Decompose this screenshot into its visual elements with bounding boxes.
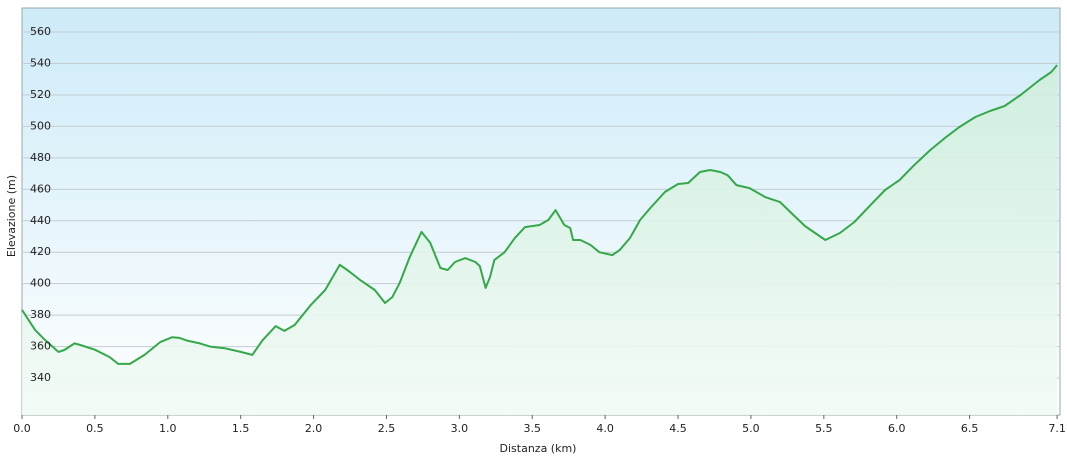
x-axis-label: Distanza (km) bbox=[500, 442, 577, 455]
y-tick-label: 380 bbox=[30, 308, 51, 321]
elevation-area bbox=[22, 65, 1058, 415]
y-tick-label: 460 bbox=[30, 182, 51, 195]
y-tick-label: 360 bbox=[30, 340, 51, 353]
x-tick-label: 2.0 bbox=[305, 422, 323, 435]
x-tick-label: 3.0 bbox=[451, 422, 469, 435]
x-tick-label: 2.5 bbox=[378, 422, 396, 435]
x-tick-label: 6.0 bbox=[888, 422, 906, 435]
elevation-line bbox=[21, 64, 1058, 365]
x-tick-label: 4.5 bbox=[669, 422, 687, 435]
y-axis-label: Elevazione (m) bbox=[5, 175, 18, 257]
x-tick-label: 0.0 bbox=[13, 422, 31, 435]
x-tick-label: 7.1 bbox=[1048, 422, 1066, 435]
x-tick-label: 5.0 bbox=[742, 422, 760, 435]
y-tick-label: 400 bbox=[30, 277, 51, 290]
x-tick-label: 1.5 bbox=[232, 422, 250, 435]
y-tick-label: 340 bbox=[30, 371, 51, 384]
y-tick-label: 540 bbox=[30, 57, 51, 70]
x-tick-label: 4.0 bbox=[596, 422, 614, 435]
labels: 340 360 380 400 420 440 460 480 500 520 540 560 0.0 0… bbox=[13, 25, 1066, 435]
marks bbox=[21, 64, 1058, 415]
x-tick-label: 6.5 bbox=[961, 422, 979, 435]
x-tick-label: 1.0 bbox=[159, 422, 177, 435]
y-tick-label: 520 bbox=[30, 88, 51, 101]
y-tick-label: 500 bbox=[30, 119, 51, 132]
y-tick-label: 440 bbox=[30, 214, 51, 227]
y-tick-label: 480 bbox=[30, 151, 51, 164]
y-tick-label: 420 bbox=[30, 245, 51, 258]
x-tick-label: 5.5 bbox=[815, 422, 833, 435]
y-tick-label: 560 bbox=[30, 25, 51, 38]
x-tick-label: 3.5 bbox=[524, 422, 542, 435]
x-tick-label: 0.5 bbox=[86, 422, 104, 435]
